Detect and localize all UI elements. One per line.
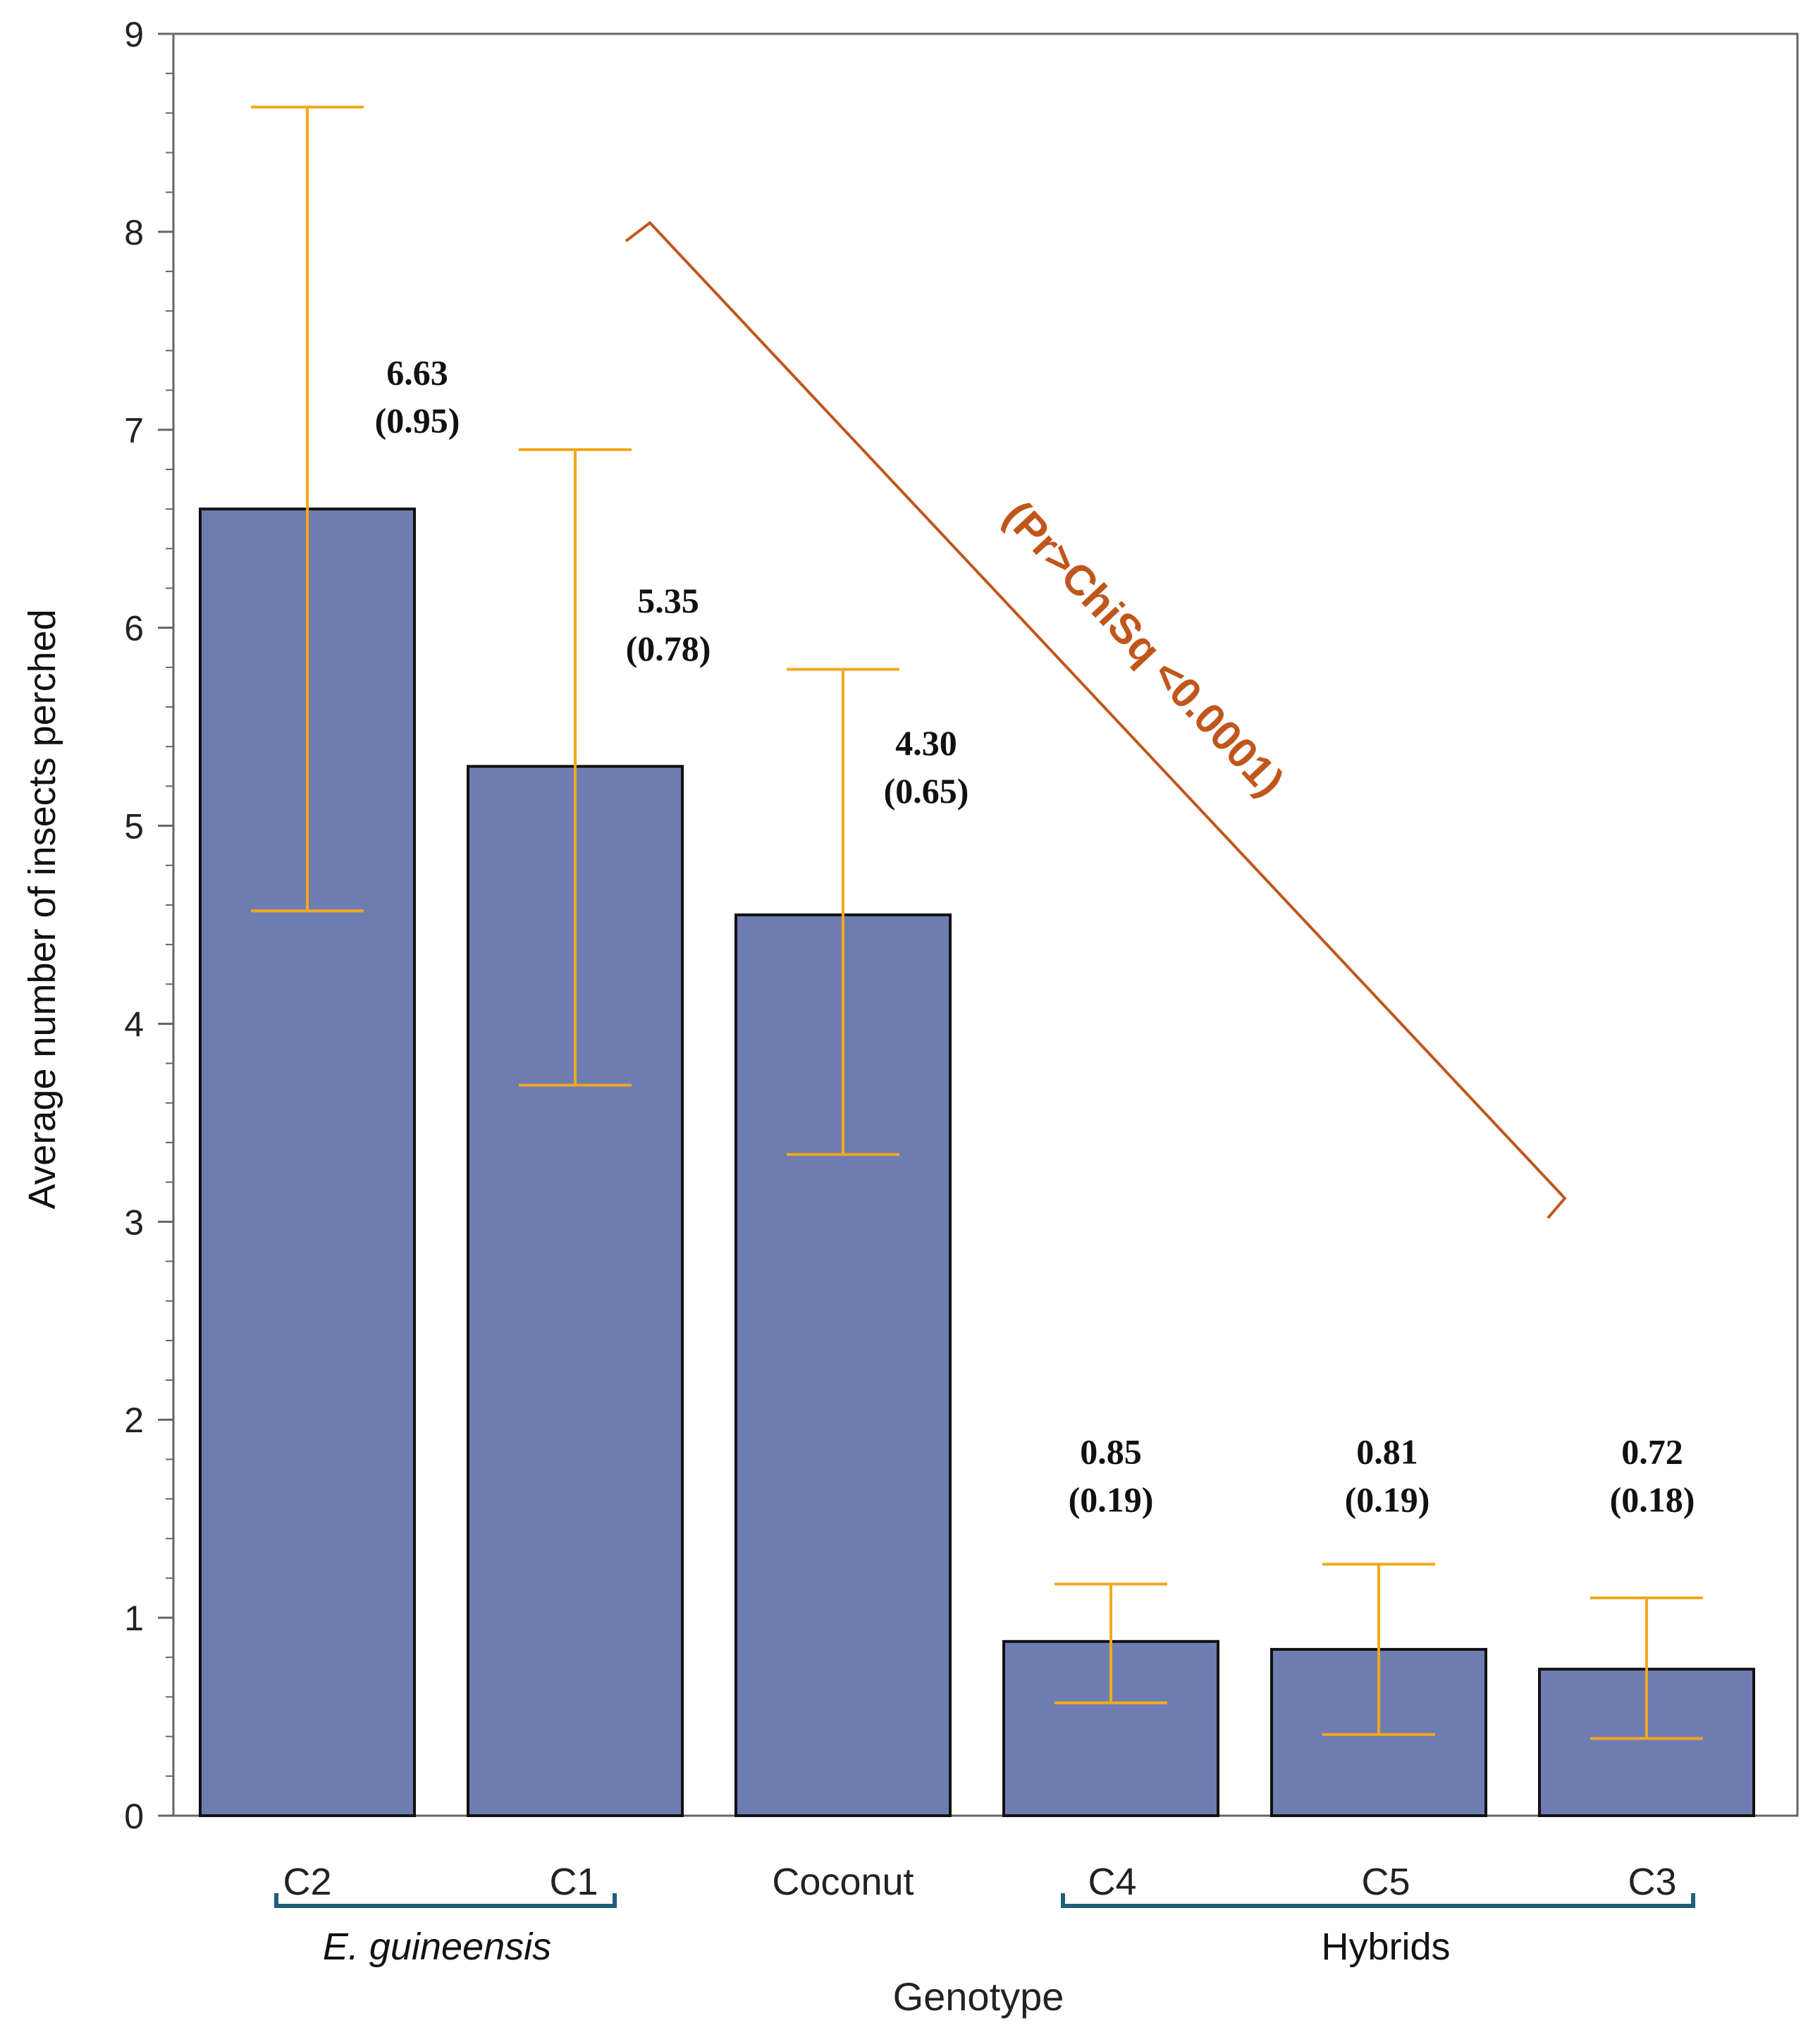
y-tick-label: 7 [124,411,144,450]
group-bracket [1061,1893,1695,1908]
y-tick-label: 5 [124,807,144,847]
y-axis-label: Average number of insects perched [21,609,63,1210]
data-label-mean: 0.81 [1356,1432,1418,1472]
x-tick-label: C2 [283,1861,331,1903]
data-label-se: (0.65) [884,771,969,811]
x-tick-label: C5 [1361,1861,1410,1903]
group-bracket [274,1893,617,1908]
data-label-se: (0.19) [1069,1480,1154,1520]
significance-bracket [625,221,1567,1219]
y-tick-label: 8 [124,213,144,252]
data-label-mean: 5.35 [637,581,699,620]
significance-annotation: (Pr>ChiSq <0.0001) [995,492,1293,806]
data-label-mean: 6.63 [386,353,448,393]
x-tick-label: C4 [1088,1861,1136,1903]
data-label-se: (0.95) [375,401,460,441]
data-label-se: (0.19) [1345,1480,1430,1520]
y-tick-label: 6 [124,609,144,648]
y-tick-label: 4 [124,1004,144,1044]
y-tick-label: 3 [124,1202,144,1242]
y-tick-label: 9 [124,15,144,54]
data-label-mean: 4.30 [895,723,957,763]
x-tick-label: C1 [549,1861,598,1903]
data-label-mean: 0.72 [1621,1432,1683,1472]
plot-frame [172,32,1799,1817]
x-tick-label: C3 [1628,1861,1676,1903]
y-tick-label: 2 [124,1401,144,1440]
group-label: Hybrids [1321,1926,1450,1968]
x-axis-label: Genotype [893,1974,1064,2019]
data-label-se: (0.18) [1610,1480,1695,1520]
group-label: E. guineensis [323,1926,551,1968]
data-label-mean: 0.85 [1080,1432,1142,1472]
data-label-se: (0.78) [626,629,711,668]
y-tick-label: 1 [124,1599,144,1638]
y-tick-label: 0 [124,1797,144,1836]
x-tick-label: Coconut [772,1861,914,1903]
